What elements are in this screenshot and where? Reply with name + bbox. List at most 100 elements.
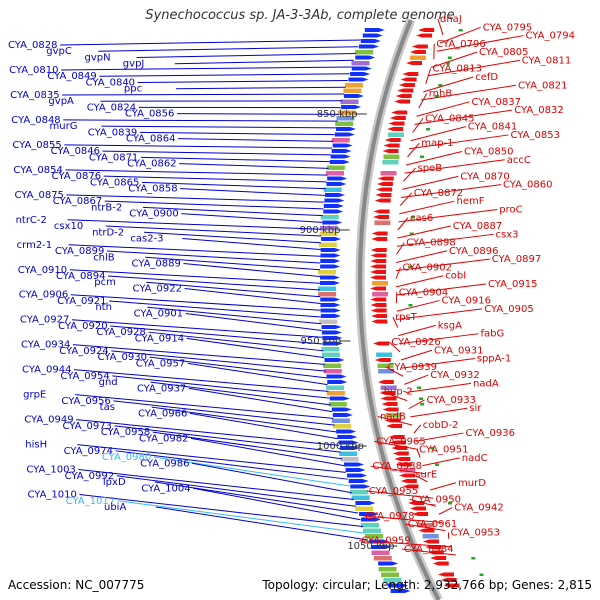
gene-label[interactable]: CYA_0821 xyxy=(518,80,567,91)
gene-label[interactable]: CYA_0850 xyxy=(464,147,513,158)
gene-label[interactable]: CYA_0897 xyxy=(492,254,541,265)
gene-label[interactable]: accC xyxy=(507,155,531,166)
gene-label[interactable]: CYA_0959 xyxy=(361,536,410,547)
gene-label[interactable]: speB xyxy=(418,163,443,174)
gene-label[interactable]: CYA_0955 xyxy=(369,486,418,497)
gene-label[interactable]: gnd xyxy=(99,377,118,388)
gene-label[interactable]: gvpC xyxy=(46,46,72,57)
gene-label[interactable]: gvpJ xyxy=(123,59,145,70)
gene-label[interactable]: CYA_0813 xyxy=(433,64,482,75)
gene-label[interactable]: CYA_0956 xyxy=(61,396,110,407)
gene-label[interactable]: nadB xyxy=(380,412,406,423)
gene-label[interactable]: CYA_0904 xyxy=(399,287,448,298)
gene-label[interactable]: CYA_1004 xyxy=(141,483,190,494)
gene-label[interactable]: CYA_0872 xyxy=(414,188,463,199)
gene-label[interactable]: nadA xyxy=(473,378,499,389)
gene-label[interactable]: crm2-1 xyxy=(17,240,53,251)
gene-label[interactable]: CYA_0889 xyxy=(131,259,180,270)
gene-label[interactable]: CYA_0862 xyxy=(127,159,176,170)
gene-label[interactable]: ppc xyxy=(124,84,142,95)
gene-label[interactable]: CYA_0934 xyxy=(21,340,70,351)
gene-label[interactable]: CYA_0920 xyxy=(58,321,107,332)
gene-label[interactable]: map-1 xyxy=(421,138,453,149)
gene-label[interactable]: CYA_0839 xyxy=(88,127,137,138)
gene-label[interactable]: CYA_0864 xyxy=(126,134,175,145)
gene-label[interactable]: CYA_0982 xyxy=(139,433,188,444)
gene-label[interactable]: CYA_0887 xyxy=(453,221,502,232)
gene-label[interactable]: CYA_0931 xyxy=(434,345,483,356)
gene-label[interactable]: CYA_0824 xyxy=(87,102,136,113)
gene-label[interactable]: murD xyxy=(458,478,486,489)
gene-label[interactable]: csx3 xyxy=(496,229,519,240)
gene-label[interactable]: CYA_0896 xyxy=(449,246,498,257)
gene-label[interactable]: CYA_0832 xyxy=(514,105,563,116)
gene-label[interactable]: CYA_0984 xyxy=(404,544,453,555)
gene-label[interactable]: ntrC-2 xyxy=(16,215,47,226)
gene-label[interactable]: nadC xyxy=(462,453,488,464)
gene-label[interactable]: CYA_0986 xyxy=(140,458,189,469)
gene-label[interactable]: CYA_0937 xyxy=(137,383,186,394)
gene-label[interactable]: CYA_1010 xyxy=(27,490,76,501)
gene-label[interactable]: CYA_0933 xyxy=(427,395,476,406)
gene-label[interactable]: lpxD xyxy=(103,477,126,488)
gene-label[interactable]: CYA_0966 xyxy=(138,408,187,419)
gene-label[interactable]: ntrD-2 xyxy=(92,227,124,238)
gene-label[interactable]: CYA_0928 xyxy=(96,327,145,338)
gene-label[interactable]: cas6 xyxy=(410,213,433,224)
gene-label[interactable]: CYA_0902 xyxy=(403,262,452,273)
gene-label[interactable]: CYA_0932 xyxy=(430,370,479,381)
gene-label[interactable]: hisH xyxy=(25,440,47,451)
gene-label[interactable]: CYA_0796 xyxy=(436,39,485,50)
gene-label[interactable]: CYA_0915 xyxy=(488,279,537,290)
gene-label[interactable]: proC xyxy=(499,204,522,215)
gene-label[interactable]: CYA_0922 xyxy=(133,283,182,294)
gene-label[interactable]: CYA_0916 xyxy=(442,296,491,307)
gene-label[interactable]: pcm xyxy=(94,277,116,288)
gene-label[interactable]: CYA_0921 xyxy=(57,296,106,307)
gene-label[interactable]: CYA_0900 xyxy=(129,209,178,220)
gene-label[interactable]: sir xyxy=(469,403,482,414)
gene-label[interactable]: CYA_0992 xyxy=(65,471,114,482)
gene-label[interactable]: CYA_0980 xyxy=(102,452,151,463)
gene-label[interactable]: CYA_0930 xyxy=(98,352,147,363)
gene-label[interactable]: CYA_0860 xyxy=(503,180,552,191)
gene-label[interactable]: CYA_0901 xyxy=(134,308,183,319)
gene-label[interactable]: CYA_0805 xyxy=(479,47,528,58)
gene-label[interactable]: CYA_0875 xyxy=(14,190,63,201)
gene-label[interactable]: hemF xyxy=(457,196,485,207)
gene-label[interactable]: CYA_0828 xyxy=(8,40,57,51)
gene-label[interactable]: fabG xyxy=(481,329,505,340)
gene-label[interactable]: tas xyxy=(100,402,115,413)
gene-label[interactable]: CYA_0958 xyxy=(101,427,150,438)
gene-label[interactable]: CYA_0848 xyxy=(11,115,60,126)
gene-label[interactable]: CYA_0954 xyxy=(60,371,109,382)
gene-label[interactable]: CYA_0846 xyxy=(51,146,100,157)
gene-label[interactable]: rnhB xyxy=(429,89,453,100)
gene-label[interactable]: CYA_0910 xyxy=(18,265,67,276)
gene-label[interactable]: CYA_0871 xyxy=(89,152,138,163)
gene-label[interactable]: CYA_0894 xyxy=(56,271,105,282)
gene-label[interactable]: dnaJ xyxy=(440,14,462,25)
gene-label[interactable]: CYA_0795 xyxy=(483,22,532,33)
gene-label[interactable]: sppA-1 xyxy=(477,354,512,365)
gene-label[interactable]: CYA_0961 xyxy=(408,519,457,530)
gene-label[interactable]: CYA_0942 xyxy=(454,503,503,514)
gene-label[interactable]: CYA_0905 xyxy=(484,304,533,315)
gene-label[interactable]: CYA_0906 xyxy=(19,290,68,301)
gene-label[interactable]: ubiA xyxy=(104,502,126,513)
gene-label[interactable]: CYA_0865 xyxy=(90,177,139,188)
gene-label[interactable]: CYA_0924 xyxy=(59,346,108,357)
gene-label[interactable]: cobD-2 xyxy=(423,420,459,431)
gene-label[interactable]: CYA_0978 xyxy=(365,511,414,522)
gene-label[interactable]: gvpN xyxy=(85,52,111,63)
gene-label[interactable]: grpE xyxy=(23,390,46,401)
gene-label[interactable]: cobI xyxy=(445,271,466,282)
gene-label[interactable]: chlB xyxy=(93,252,115,263)
gene-label[interactable]: CYA_0974 xyxy=(64,446,113,457)
gene-label[interactable]: cas2-3 xyxy=(130,234,163,245)
gene-label[interactable]: CYA_0953 xyxy=(451,527,500,538)
gene-label[interactable]: CYA_0951 xyxy=(419,445,468,456)
gene-label[interactable]: CYA_0944 xyxy=(22,365,71,376)
gene-label[interactable]: CYA_0965 xyxy=(376,436,425,447)
gene-label[interactable]: surE xyxy=(415,469,437,480)
